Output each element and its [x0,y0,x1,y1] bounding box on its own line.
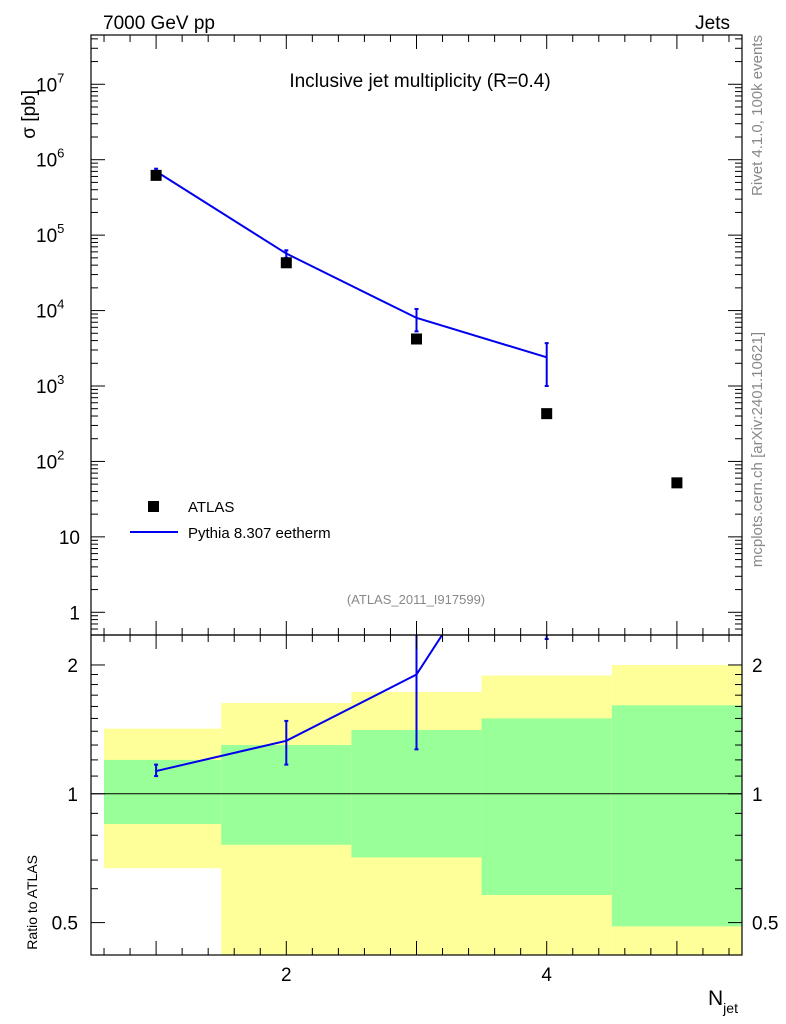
energy-label: 7000 GeV pp [103,13,215,34]
legend-marker-atlas [148,501,159,512]
atlas-point-5 [671,477,683,489]
category-label: Jets [695,13,730,34]
pythia-line [155,170,547,359]
main-y-tick-label: 102 [36,447,64,473]
ratio-y-tick-label-left: 1 [67,785,78,806]
atlas-point-3 [411,333,422,345]
main-y-tick-label: 10 [59,528,80,549]
ratio-y-tick-label-left: 0.5 [52,914,78,935]
ratio-y-tick-label-right: 2 [752,656,763,677]
main-series [150,167,683,489]
x-axis-label: Njet [708,987,738,1016]
ratio-pythia-line [155,635,444,773]
main-y-tick-label: 107 [36,70,64,96]
ratio-y-tick-label-right: 1 [752,785,763,806]
ratio-y-axis-label: Ratio to ATLAS [24,855,40,950]
legend-label-atlas: ATLAS [188,499,234,516]
atlas-point-4 [541,408,553,420]
x-tick-label: 2 [281,965,292,986]
atlas-point-2 [280,257,292,269]
x-tick-label: 4 [541,965,552,986]
analysis-label: (ATLAS_2011_I917599) [347,592,485,607]
main-y-tick-label: 104 [36,297,64,323]
legend: ATLAS Pythia 8.307 eetherm [130,499,331,542]
legend-label-pythia: Pythia 8.307 eetherm [188,525,331,542]
stat-uncertainty-band-5 [611,705,742,927]
ratio-y-tick-label-right: 0.5 [752,914,778,935]
ratio-y-tick-label-left: 2 [67,656,78,677]
main-y-tick-label: 105 [36,221,64,247]
y-axis-label: σ [pb] [19,90,40,139]
rivet-version-label: Rivet 4.1.0, 100k events [749,35,766,196]
plot-title: Inclusive jet multiplicity (R=0.4) [289,71,550,92]
stat-uncertainty-band-4 [481,718,612,896]
main-y-tick-label: 103 [36,372,64,398]
atlas-point-1 [150,169,162,181]
main-y-tick-label: 1 [69,603,80,624]
mcplots-label: mcplots.cern.ch [arXiv:2401.10621] [749,332,766,567]
axis-ticks: 1 10 102 103 104 105 106 107 2 4 0.5 0.5 1 1 2 2 [36,35,778,986]
main-y-tick-label: 106 [36,146,64,172]
x-axis-label-sub: jet [722,1000,738,1016]
ratio-series [154,635,549,778]
ratio-bands [104,664,742,955]
